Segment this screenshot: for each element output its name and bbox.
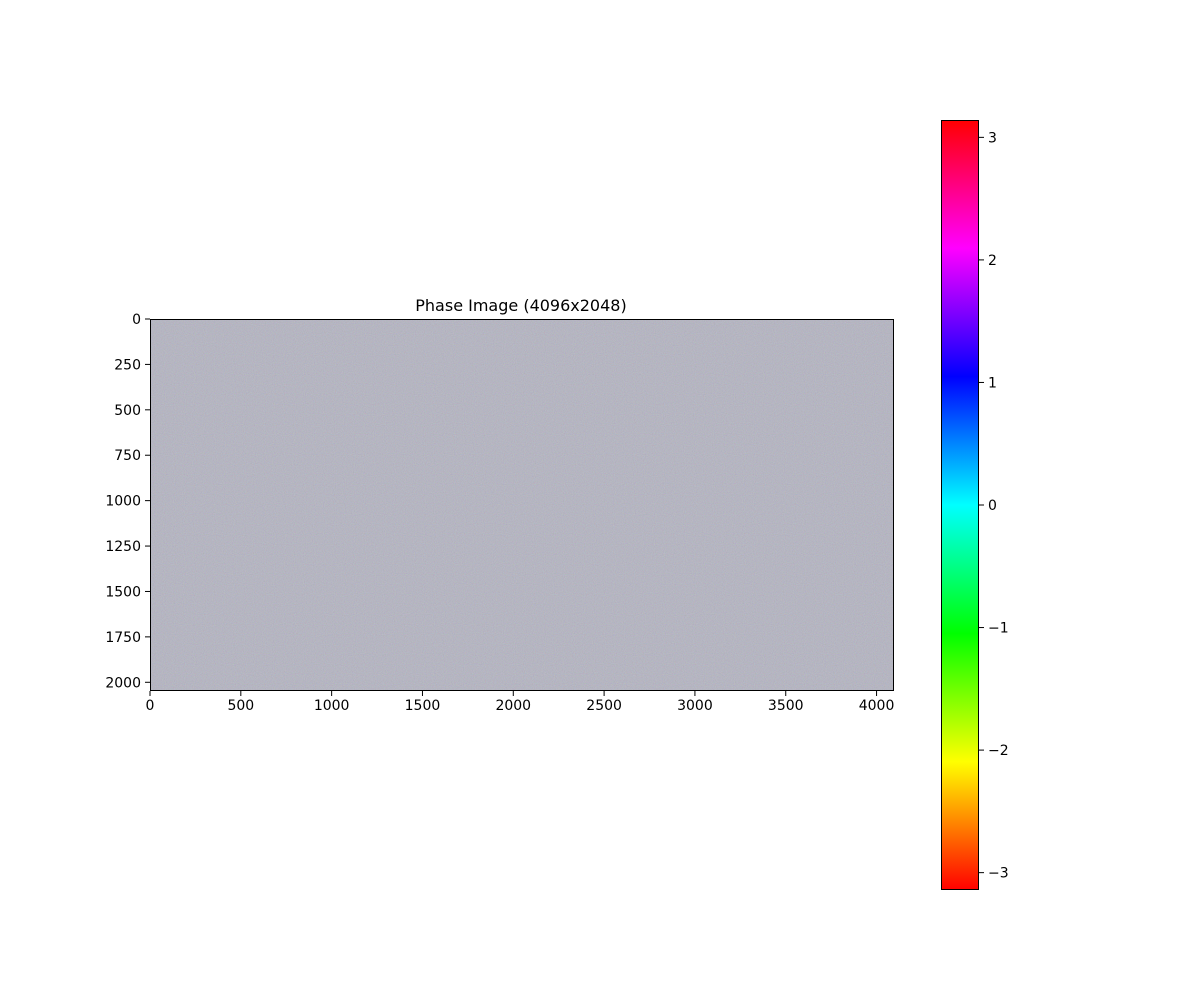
- colorbar-tick-label: 3: [988, 130, 997, 146]
- phase-image-group: [150, 319, 894, 691]
- y-tick-label: 2000: [105, 675, 141, 691]
- y-tick-label: 750: [114, 448, 141, 464]
- colorbar-frame: [941, 120, 979, 890]
- colorbar-tick-label: 0: [988, 498, 997, 514]
- y-tick-label: 1250: [105, 539, 141, 555]
- x-tick-label: 0: [146, 698, 155, 714]
- x-tick-label: 2500: [586, 698, 622, 714]
- y-tick-label: 1750: [105, 630, 141, 646]
- y-axis: 0 250 500 750 1000 1250 1500 1750 2000: [105, 312, 150, 691]
- plot-frame: [150, 319, 894, 691]
- y-tick-label: 500: [114, 403, 141, 419]
- colorbar: −3 −2 −1 0 1 2 3: [941, 120, 1009, 890]
- x-tick-label: 500: [227, 698, 254, 714]
- x-tick-label: 3000: [677, 698, 713, 714]
- x-tick-label: 4000: [859, 698, 895, 714]
- colorbar-tick-label: 2: [988, 253, 997, 269]
- y-tick-label: 250: [114, 357, 141, 373]
- chart-title: Phase Image (4096x2048): [415, 296, 626, 315]
- x-tick-label: 2000: [495, 698, 531, 714]
- x-tick-label: 1500: [405, 698, 441, 714]
- phase-image-noise: [150, 319, 894, 691]
- x-tick-label: 3500: [768, 698, 804, 714]
- colorbar-fill: [941, 120, 979, 890]
- colorbar-tick-label: −1: [988, 621, 1009, 637]
- colorbar-tick-label: −2: [988, 743, 1009, 759]
- y-tick-label: 1500: [105, 584, 141, 600]
- y-tick-label: 1000: [105, 494, 141, 510]
- colorbar-tick-label: −3: [988, 866, 1009, 882]
- x-tick-label: 1000: [314, 698, 350, 714]
- x-axis: 0 500 1000 1500 2000 2500 3000 3500 4000: [146, 691, 895, 714]
- colorbar-tick-label: 1: [988, 375, 997, 391]
- y-tick-label: 0: [132, 312, 141, 328]
- colorbar-axis: −3 −2 −1 0 1 2 3: [979, 130, 1009, 882]
